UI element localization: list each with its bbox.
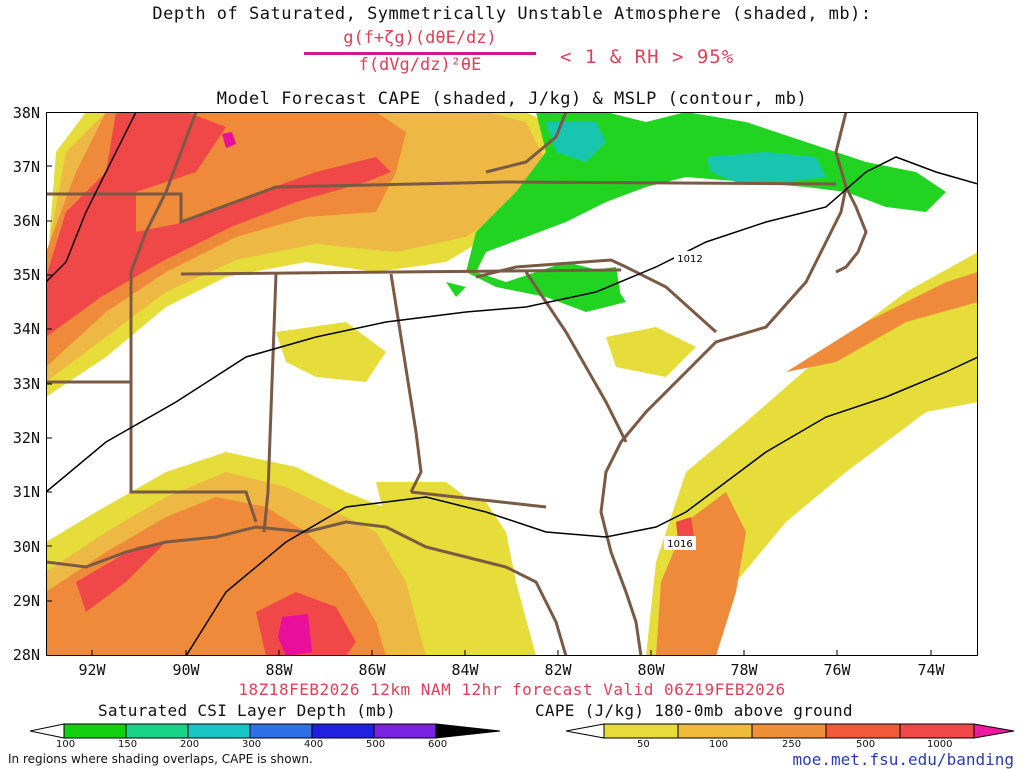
lon-label: 86W xyxy=(358,661,386,679)
border-tn-south xyxy=(180,268,622,276)
border-virginia-north xyxy=(834,112,848,188)
coastline-outer-banks xyxy=(835,186,868,274)
isobar-1008 xyxy=(46,112,137,283)
forecast-map: 1012 1016 xyxy=(46,112,978,656)
lon-label: 92W xyxy=(78,661,106,679)
border-ga-fl xyxy=(410,490,547,509)
border-al-ga xyxy=(389,273,423,493)
csi-colorbar-title: Saturated CSI Layer Depth (mb) xyxy=(98,701,396,720)
isobar-1016 xyxy=(185,356,978,656)
cape-colorbar-label: 100 xyxy=(709,739,729,750)
csi-colorbar-swatch xyxy=(125,723,189,739)
lon-label: 78W xyxy=(730,661,758,679)
cape-colorbar-high-arrow xyxy=(973,723,1014,739)
isobar-label-1016: 1016 xyxy=(667,539,692,550)
fraction-denominator: f(dVg/dz)²θE xyxy=(358,55,482,75)
overlap-note: In regions where shading overlaps, CAPE … xyxy=(8,752,313,766)
cape-colorbar-title: CAPE (J/kg) 180-0mb above ground xyxy=(535,701,853,720)
csi-colorbar-low-arrow xyxy=(30,723,65,739)
csi-colorbar-label: 150 xyxy=(118,739,138,750)
csi-colorbar-swatch xyxy=(187,723,251,739)
cape-colorbar-swatch xyxy=(899,723,975,739)
lon-label: 76W xyxy=(823,661,851,679)
lon-label: 84W xyxy=(451,661,479,679)
cape-colorbar-swatch xyxy=(677,723,753,739)
lon-label: 90W xyxy=(172,661,200,679)
csi-colorbar-label: 100 xyxy=(56,739,76,750)
csi-colorbar-swatch xyxy=(311,723,375,739)
source-url-link[interactable]: moe.met.fsu.edu/banding xyxy=(792,750,1014,769)
lon-label: 88W xyxy=(265,661,293,679)
isobar-label-bg-1016 xyxy=(664,536,696,550)
csi-colorbar-swatch xyxy=(63,723,127,739)
csi-colorbar-label: 400 xyxy=(304,739,324,750)
map-title-line3: Model Forecast CAPE (shaded, J/kg) & MSL… xyxy=(216,89,808,109)
lon-label: 74W xyxy=(917,661,945,679)
coastline-gulf xyxy=(46,520,568,656)
lat-label: 32N xyxy=(12,429,40,447)
lat-label: 31N xyxy=(12,483,40,501)
cape-region-nw-magenta xyxy=(222,132,236,148)
cape-colorbar-swatch xyxy=(751,723,827,739)
lat-label: 36N xyxy=(12,212,40,230)
csi-colorbar xyxy=(30,723,500,739)
coastlines xyxy=(46,186,868,656)
border-ms-al xyxy=(262,273,278,533)
lat-label: 38N xyxy=(12,104,40,122)
border-va-nc xyxy=(485,112,568,174)
csi-criterion-fraction: g(f+ζg)(dθE/dz) f(dVg/dz)²θE xyxy=(300,28,540,77)
border-ar-ms xyxy=(129,112,198,382)
fraction-bar xyxy=(304,52,536,55)
csi-colorbar-label: 300 xyxy=(242,739,262,750)
csi-colorbar-label: 200 xyxy=(180,739,200,750)
cape-colorbar-swatch xyxy=(603,723,679,739)
lat-label: 35N xyxy=(12,266,40,284)
map-title-line1: Depth of Saturated, Symmetrically Unstab… xyxy=(152,4,872,24)
cape-colorbar-label: 50 xyxy=(637,739,650,750)
lat-label: 37N xyxy=(12,158,40,176)
border-ms-la xyxy=(129,382,258,523)
csi-colorbar-label: 500 xyxy=(366,739,386,750)
cape-region-nw-red xyxy=(46,112,391,337)
isobar-label-1012: 1012 xyxy=(677,254,702,265)
fraction-numerator: g(f+ζg)(dθE/dz) xyxy=(343,28,497,48)
lon-label: 82W xyxy=(544,661,572,679)
cape-colorbar-label: 250 xyxy=(782,739,802,750)
csi-condition: < 1 & RH > 95% xyxy=(560,46,735,68)
cape-colorbar-label: 500 xyxy=(856,739,876,750)
cape-colorbar-swatch xyxy=(825,723,901,739)
isobar-label-bg-1012 xyxy=(674,251,706,265)
border-nc-sc xyxy=(475,258,718,334)
state-borders xyxy=(46,112,848,533)
isobar-labels: 1012 1016 xyxy=(664,251,706,550)
csi-region-virginia-teal xyxy=(546,122,826,182)
map-frame xyxy=(46,112,978,656)
lat-label: 28N xyxy=(12,646,40,664)
csi-colorbar-label: 600 xyxy=(428,739,448,750)
csi-colorbar-swatch xyxy=(249,723,313,739)
isobars xyxy=(46,112,978,656)
csi-colorbar-swatch xyxy=(373,723,437,739)
cape-region-sw-magenta xyxy=(278,614,312,656)
cape-colorbar xyxy=(566,723,1014,739)
isobar-1012 xyxy=(46,156,978,493)
cape-colorbar-label: 1000 xyxy=(927,739,953,750)
lat-label: 33N xyxy=(12,375,40,393)
cape-colorbar-low-arrow xyxy=(566,723,605,739)
lat-label: 30N xyxy=(12,538,40,556)
cape-region-atlantic-orange xyxy=(656,272,978,656)
lon-label: 80W xyxy=(637,661,665,679)
cape-region-atlantic-red xyxy=(676,517,694,540)
lat-label: 34N xyxy=(12,320,40,338)
coastline-atlantic xyxy=(599,186,848,656)
csi-colorbar-high-arrow xyxy=(435,723,500,739)
border-ky-tn xyxy=(46,180,837,225)
cape-region-central-yellow xyxy=(276,322,696,532)
lat-label: 29N xyxy=(12,592,40,610)
cape-shading xyxy=(46,112,978,656)
model-run-info: 18Z18FEB2026 12km NAM 12hr forecast Vali… xyxy=(238,680,786,699)
